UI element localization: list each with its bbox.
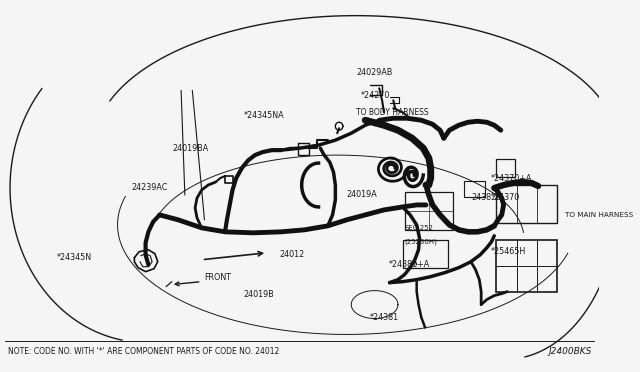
Text: *24345N: *24345N	[57, 253, 92, 262]
Text: 24019B: 24019B	[244, 290, 275, 299]
Text: *24381: *24381	[370, 313, 399, 322]
Text: (25230H): (25230H)	[404, 238, 437, 245]
Text: TO MAIN HARNESS: TO MAIN HARNESS	[565, 212, 634, 218]
Text: TO BODY HARNESS: TO BODY HARNESS	[356, 108, 429, 117]
Text: 24382U: 24382U	[471, 193, 502, 202]
Bar	[496, 185, 557, 223]
Text: 24019A: 24019A	[347, 190, 378, 199]
Text: NOTE: CODE NO. WITH '*' ARE COMPONENT PARTS OF CODE NO. 24012: NOTE: CODE NO. WITH '*' ARE COMPONENT PA…	[8, 347, 280, 356]
Text: *24381+A: *24381+A	[388, 260, 430, 269]
Bar	[496, 240, 557, 292]
Text: 24239AC: 24239AC	[132, 183, 168, 192]
Text: *24370: *24370	[490, 193, 520, 202]
Bar	[403, 240, 447, 268]
Text: *24270: *24270	[360, 91, 390, 100]
Text: FRONT: FRONT	[204, 273, 232, 282]
Text: 24012: 24012	[279, 250, 305, 259]
Bar	[496, 159, 515, 177]
Text: J2400BKS: J2400BKS	[548, 347, 591, 356]
Text: *24370+A: *24370+A	[490, 173, 532, 183]
Bar	[404, 192, 453, 230]
Text: *25465H: *25465H	[490, 247, 526, 256]
Text: 24029AB: 24029AB	[356, 68, 392, 77]
Text: SEC.252: SEC.252	[404, 225, 433, 231]
Bar	[465, 181, 485, 197]
Text: *24345NA: *24345NA	[244, 111, 284, 120]
Text: 24019BA: 24019BA	[173, 144, 209, 153]
